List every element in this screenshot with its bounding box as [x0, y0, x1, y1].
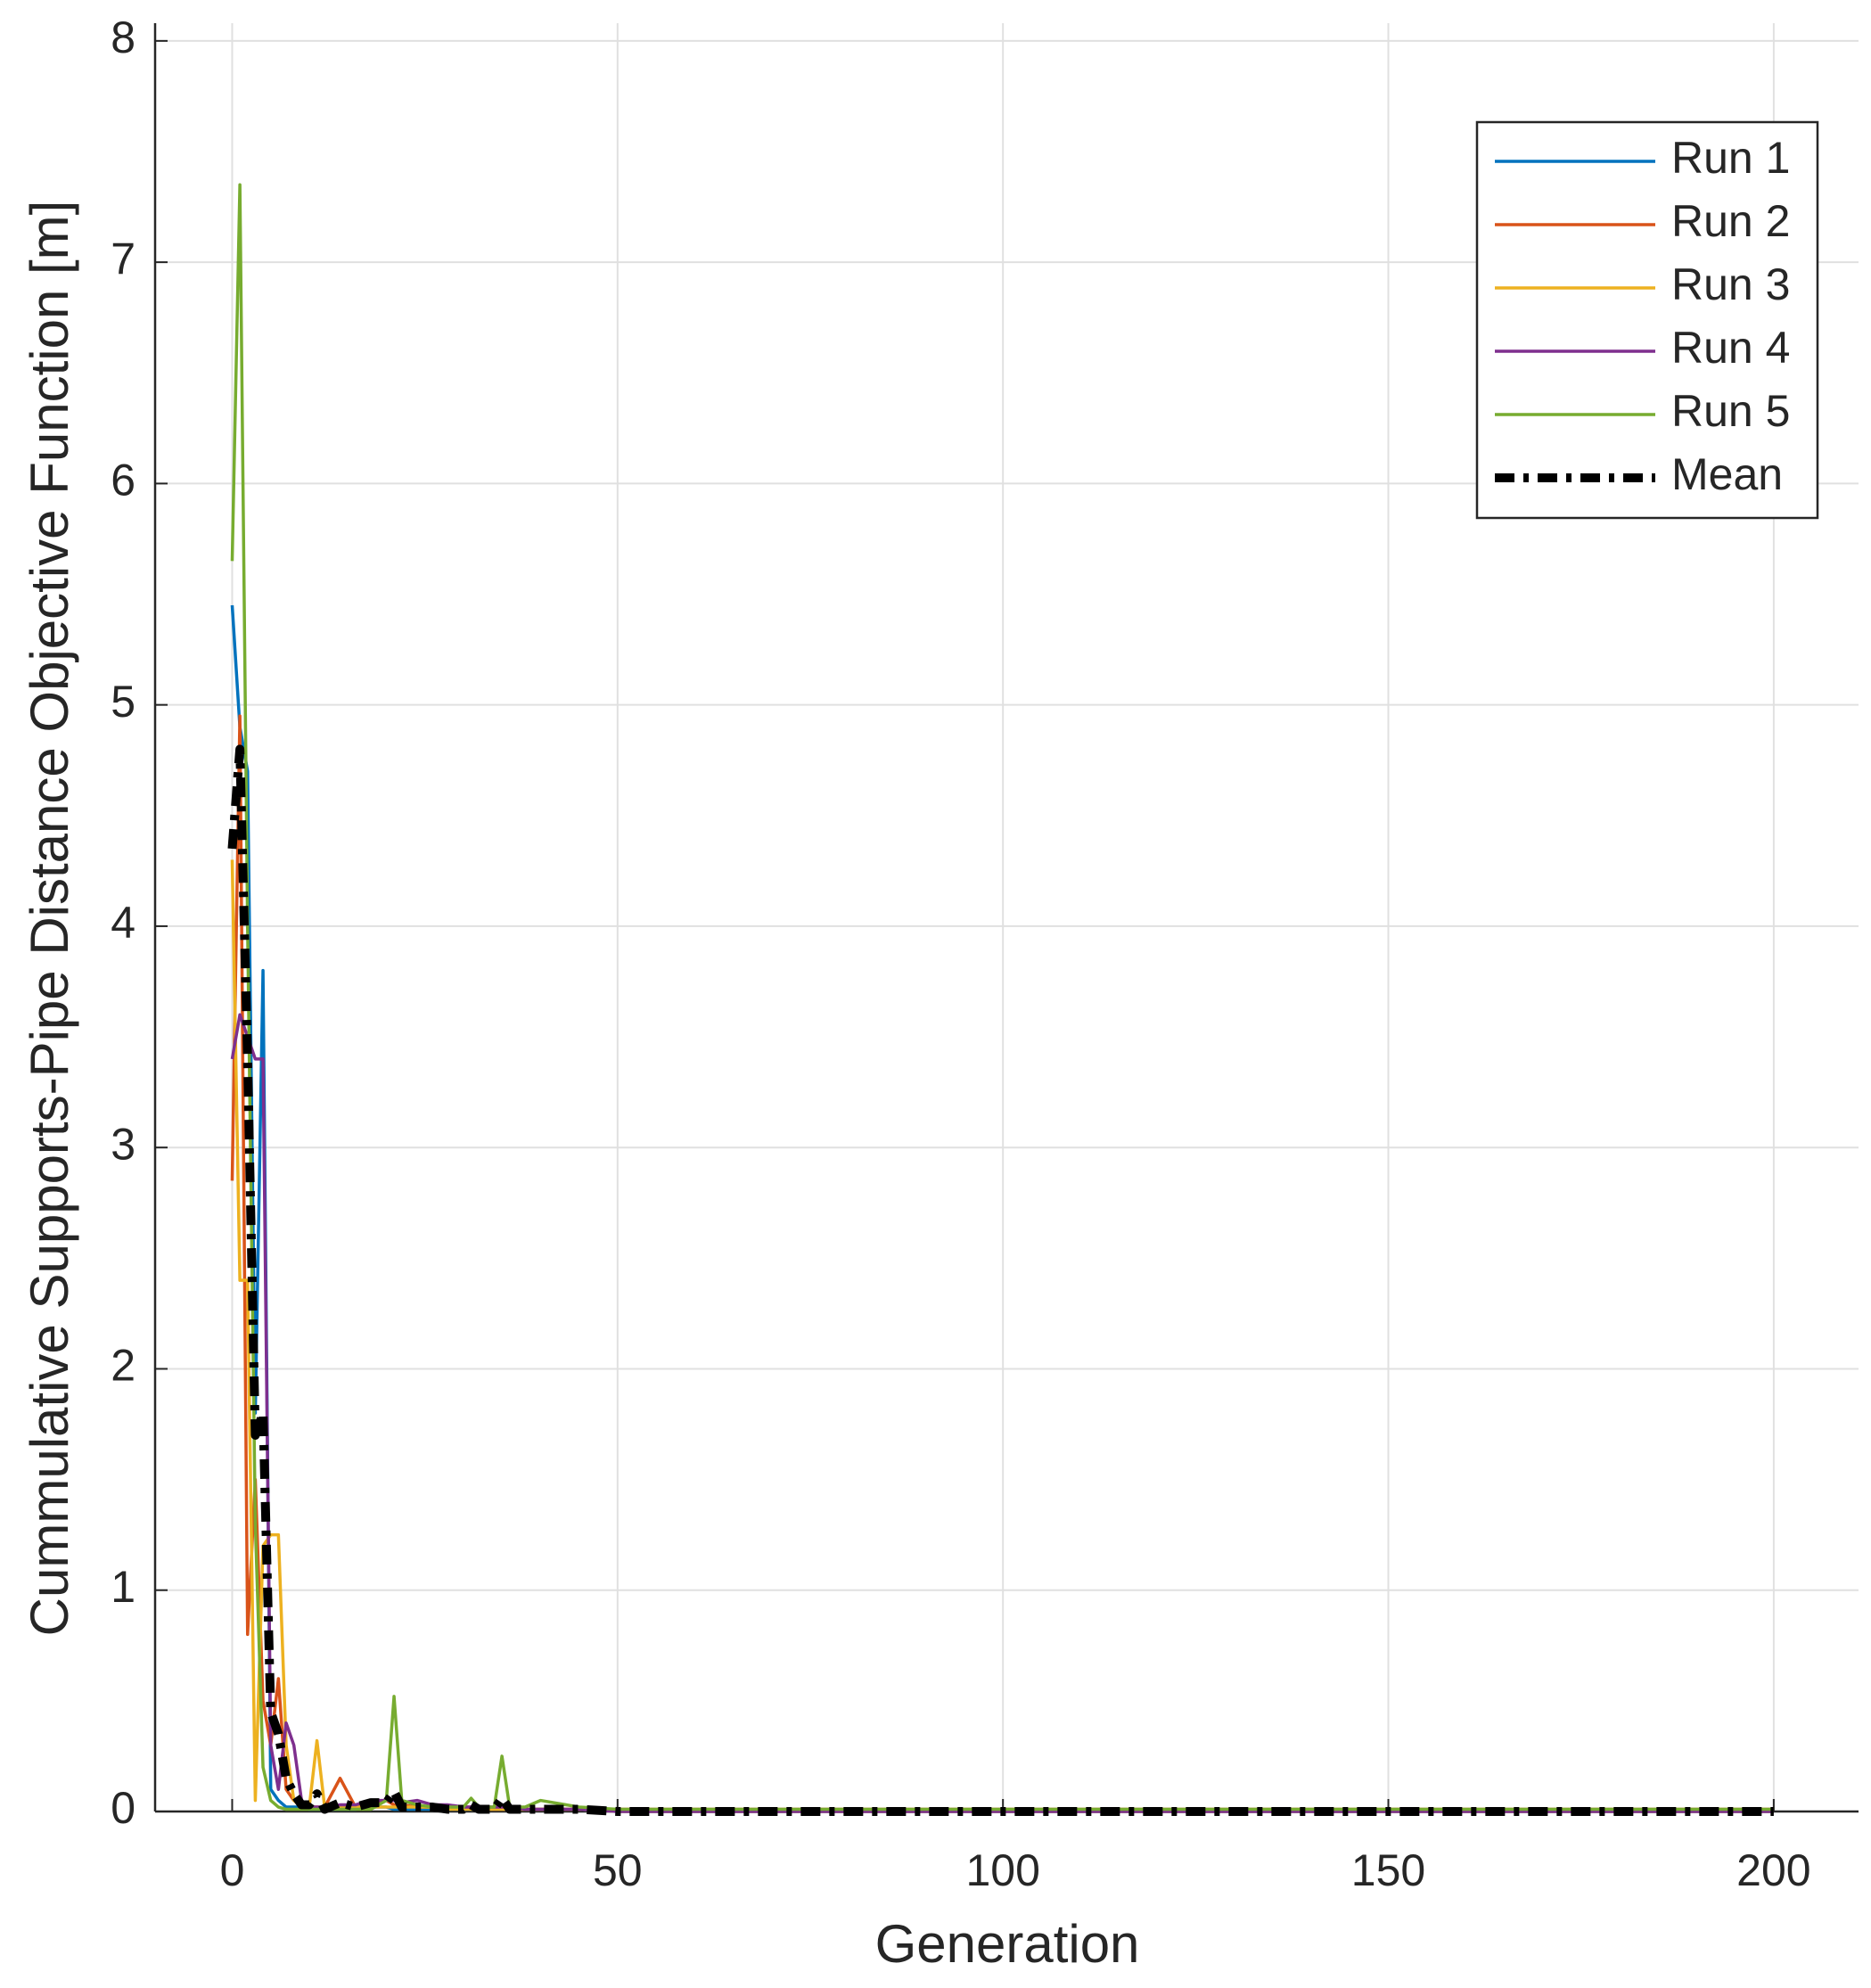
- x-axis-label: Generation: [875, 1914, 1140, 1974]
- y-tick-label: 2: [111, 1341, 135, 1391]
- legend-label: Run 5: [1671, 386, 1790, 436]
- x-tick-label: 100: [965, 1845, 1039, 1895]
- legend-label: Run 2: [1671, 196, 1790, 246]
- y-tick-label: 3: [111, 1119, 135, 1169]
- y-tick-label: 8: [111, 12, 135, 62]
- legend-label: Run 3: [1671, 259, 1790, 309]
- legend-box: [1475, 120, 1819, 520]
- y-tick-label: 0: [111, 1783, 135, 1833]
- x-tick-label: 150: [1351, 1845, 1425, 1895]
- series-line: [227, 744, 1774, 1816]
- legend-label: Mean: [1671, 449, 1783, 499]
- y-tick-label: 4: [111, 898, 135, 948]
- x-tick-label: 0: [220, 1845, 245, 1895]
- y-tick-label: 5: [111, 677, 135, 727]
- y-axis-label: Cummulative Supports-Pipe Distance Objec…: [20, 201, 79, 1637]
- x-tick-label: 50: [593, 1845, 643, 1895]
- y-tick-label: 6: [111, 456, 135, 505]
- y-tick-label: 1: [111, 1562, 135, 1612]
- x-tick-label: 200: [1736, 1845, 1810, 1895]
- legend-label: Run 4: [1671, 323, 1790, 373]
- y-tick-label: 7: [111, 234, 135, 283]
- legend-label: Run 1: [1671, 133, 1790, 183]
